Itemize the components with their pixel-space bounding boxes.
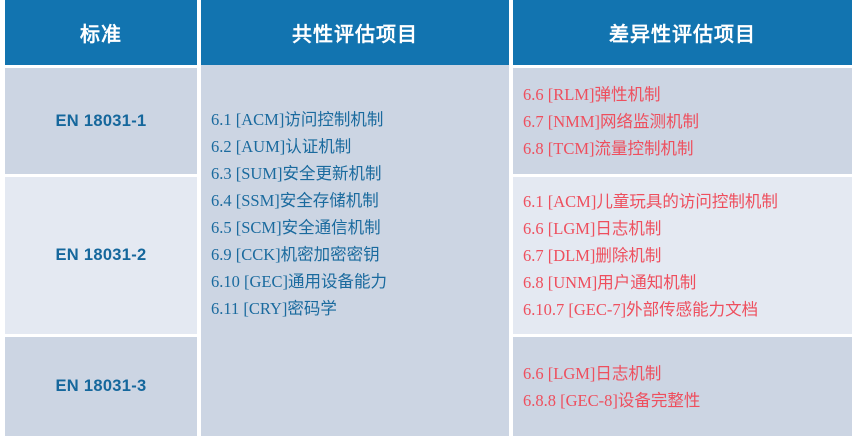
list-item: 6.6 [LGM]日志机制 (523, 219, 662, 238)
list-item: 6.9 [CCK]机密加密密钥 (211, 245, 380, 264)
list-item: 6.7 [NMM]网络监测机制 (523, 111, 699, 131)
list-item: 6.2 [AUM]认证机制 (211, 137, 352, 156)
header-differential-items: 差异性评估项目 (513, 0, 852, 65)
table-row: EN 18031-2 6.1 [ACM]儿童玩具的访问控制机制 6.6 [LGM… (5, 174, 852, 334)
list-item: 6.3 [SUM]安全更新机制 (211, 164, 382, 183)
common-items-cell: 6.1 [ACM]访问控制机制 6.2 [AUM]认证机制 6.3 [SUM]安… (201, 65, 513, 436)
differential-items-list: 6.6 [LGM]日志机制 6.8.8 [GEC-8]设备完整性 (523, 360, 852, 414)
list-item: 6.10.7 [GEC-7]外部传感能力文档 (523, 300, 759, 319)
list-item: 6.7 [DLM]删除机制 (523, 246, 662, 265)
list-item: 6.6 [RLM]弹性机制 (523, 84, 661, 104)
list-item: 6.6 [LGM]日志机制 (523, 363, 662, 383)
standard-name-en-18031-3: EN 18031-3 (5, 334, 201, 436)
list-item: 6.1 [ACM]访问控制机制 (211, 110, 384, 129)
header-common-items: 共性评估项目 (201, 0, 513, 65)
table-header: 标准 共性评估项目 差异性评估项目 (5, 0, 852, 65)
list-item: 6.4 [SSM]安全存储机制 (211, 191, 379, 210)
standard-name-en-18031-1: EN 18031-1 (5, 65, 201, 174)
list-item: 6.10 [GEC]通用设备能力 (211, 272, 387, 291)
standards-comparison-table: 标准 共性评估项目 差异性评估项目 EN 18031-1 6.1 [ACM]访问… (5, 0, 852, 436)
list-item: 6.8 [UNM]用户通知机制 (523, 273, 697, 292)
standard-name-en-18031-2: EN 18031-2 (5, 174, 201, 334)
differential-items-cell-en-18031-2: 6.1 [ACM]儿童玩具的访问控制机制 6.6 [LGM]日志机制 6.7 [… (513, 174, 852, 334)
differential-items-list: 6.6 [RLM]弹性机制 6.7 [NMM]网络监测机制 6.8 [TCM]流… (523, 81, 852, 162)
differential-items-cell-en-18031-3: 6.6 [LGM]日志机制 6.8.8 [GEC-8]设备完整性 (513, 334, 852, 436)
list-item: 6.8.8 [GEC-8]设备完整性 (523, 390, 701, 410)
common-items-list: 6.1 [ACM]访问控制机制 6.2 [AUM]认证机制 6.3 [SUM]安… (211, 106, 509, 322)
table-body: EN 18031-1 6.1 [ACM]访问控制机制 6.2 [AUM]认证机制… (5, 65, 852, 436)
list-item: 6.1 [ACM]儿童玩具的访问控制机制 (523, 192, 778, 211)
list-item: 6.5 [SCM]安全通信机制 (211, 218, 381, 237)
header-standard: 标准 (5, 0, 201, 65)
list-item: 6.11 [CRY]密码学 (211, 299, 337, 318)
table-header-row: 标准 共性评估项目 差异性评估项目 (5, 0, 852, 65)
differential-items-list: 6.1 [ACM]儿童玩具的访问控制机制 6.6 [LGM]日志机制 6.7 [… (523, 188, 852, 323)
differential-items-cell-en-18031-1: 6.6 [RLM]弹性机制 6.7 [NMM]网络监测机制 6.8 [TCM]流… (513, 65, 852, 174)
table-row: EN 18031-1 6.1 [ACM]访问控制机制 6.2 [AUM]认证机制… (5, 65, 852, 436)
table-row: EN 18031-3 6.6 [LGM]日志机制 6.8.8 [GEC-8]设备… (5, 334, 852, 436)
list-item: 6.8 [TCM]流量控制机制 (523, 138, 694, 158)
